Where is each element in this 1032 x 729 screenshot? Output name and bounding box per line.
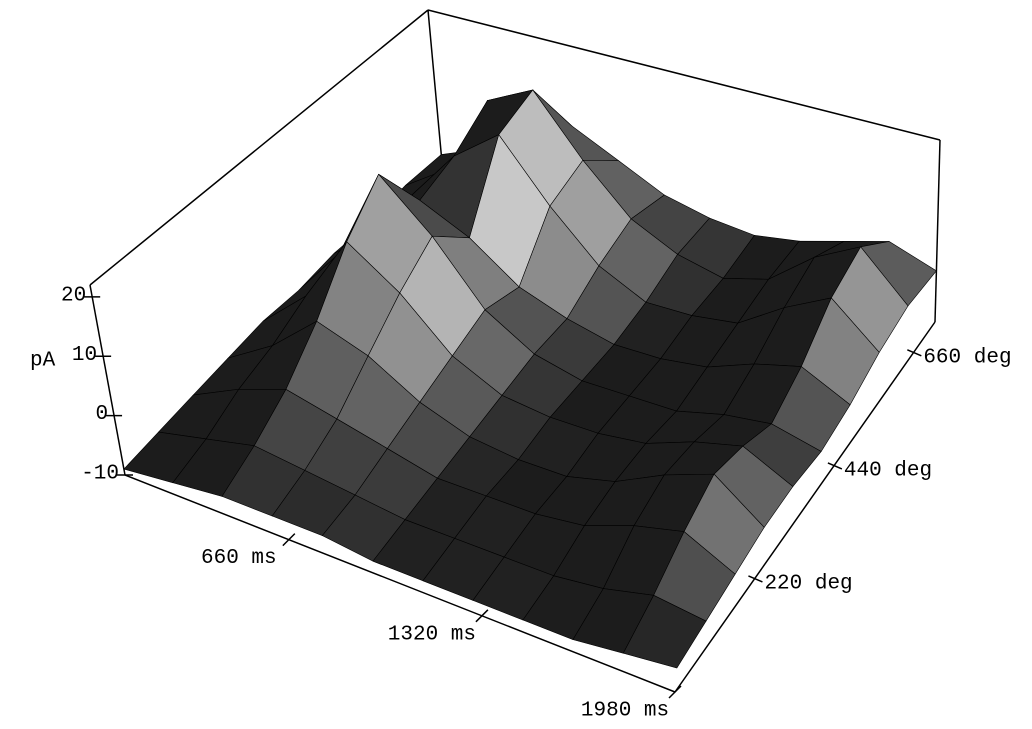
box [89,9,941,476]
box-edge [89,284,126,476]
x-tick [668,685,682,699]
x-tick-label: 1320 ms [388,623,476,646]
z-tick-label: -10 [81,463,119,486]
z-tick-label: 0 [95,403,108,426]
y-tick-label: 660 deg [923,346,1011,369]
y-tick [748,575,763,583]
surface [123,89,937,669]
axes: 660 ms 1320 ms 1980 ms 220 deg 440 deg 660 de… [61,284,1012,722]
z-tick-label: 20 [61,284,86,307]
axis-line [674,321,936,693]
surface-facet [622,594,707,669]
z-axis-label: pA [30,350,56,373]
y-tick [827,462,843,470]
y-tick [907,349,922,357]
x-tick-label: 660 ms [201,547,277,570]
x-tick [282,533,296,547]
x-tick-label: 1980 ms [581,700,669,723]
y-tick-label: 220 deg [764,572,852,595]
z-tick-label: 10 [72,344,97,367]
y-tick-label: 440 deg [844,459,932,482]
axis-line [124,474,676,693]
box-edge [89,9,429,286]
box-edge [427,9,941,141]
box-edge [934,139,941,323]
x-tick [475,609,489,623]
